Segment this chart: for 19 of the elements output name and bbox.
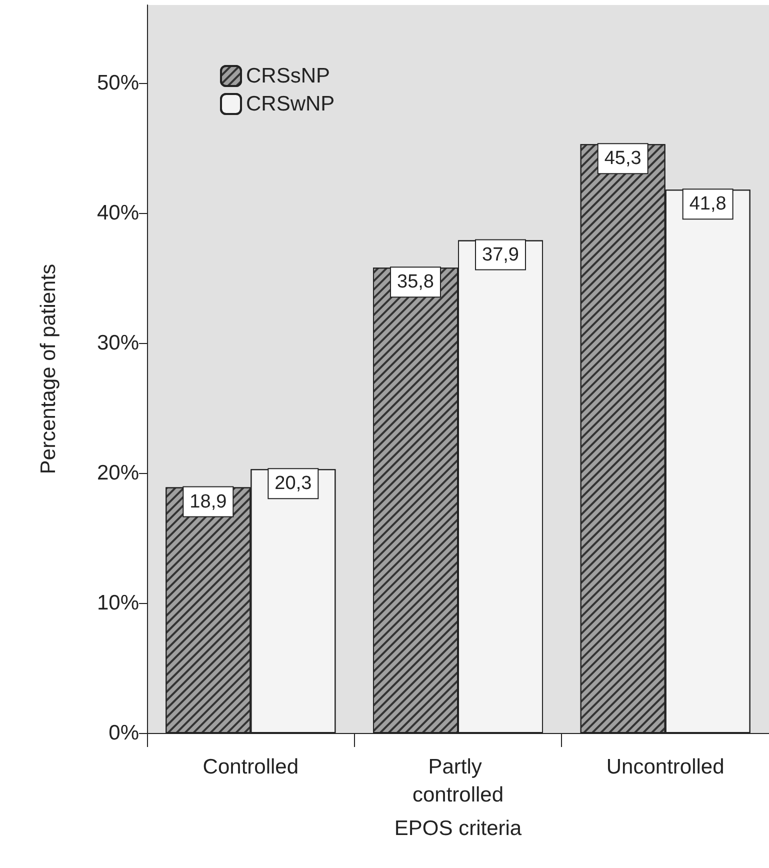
y-tick-label: 20% [96, 462, 139, 484]
x-axis-title: EPOS criteria [394, 817, 522, 840]
y-tick-label: 0% [108, 722, 139, 744]
legend-label: CRSwNP [246, 92, 335, 116]
y-axis-title: Percentage of patients [37, 264, 60, 474]
x-tick-label: Uncontrolled [606, 756, 724, 778]
legend-label: CRSsNP [246, 64, 330, 88]
y-tick-label: 30% [96, 332, 139, 354]
y-tick-label: 40% [96, 202, 139, 224]
data-label: 35,8 [397, 272, 434, 293]
y-tick-label: 10% [96, 592, 139, 614]
data-label: 37,9 [482, 244, 519, 266]
x-tick-label: Controlled [202, 756, 299, 778]
data-label: 18,9 [190, 491, 227, 512]
y-tick-label: 50% [96, 72, 139, 94]
x-tick-label: Partly controlled [412, 756, 504, 806]
data-label: 45,3 [604, 148, 642, 170]
data-label: 20,3 [274, 473, 312, 494]
data-label: 41,8 [689, 194, 726, 215]
